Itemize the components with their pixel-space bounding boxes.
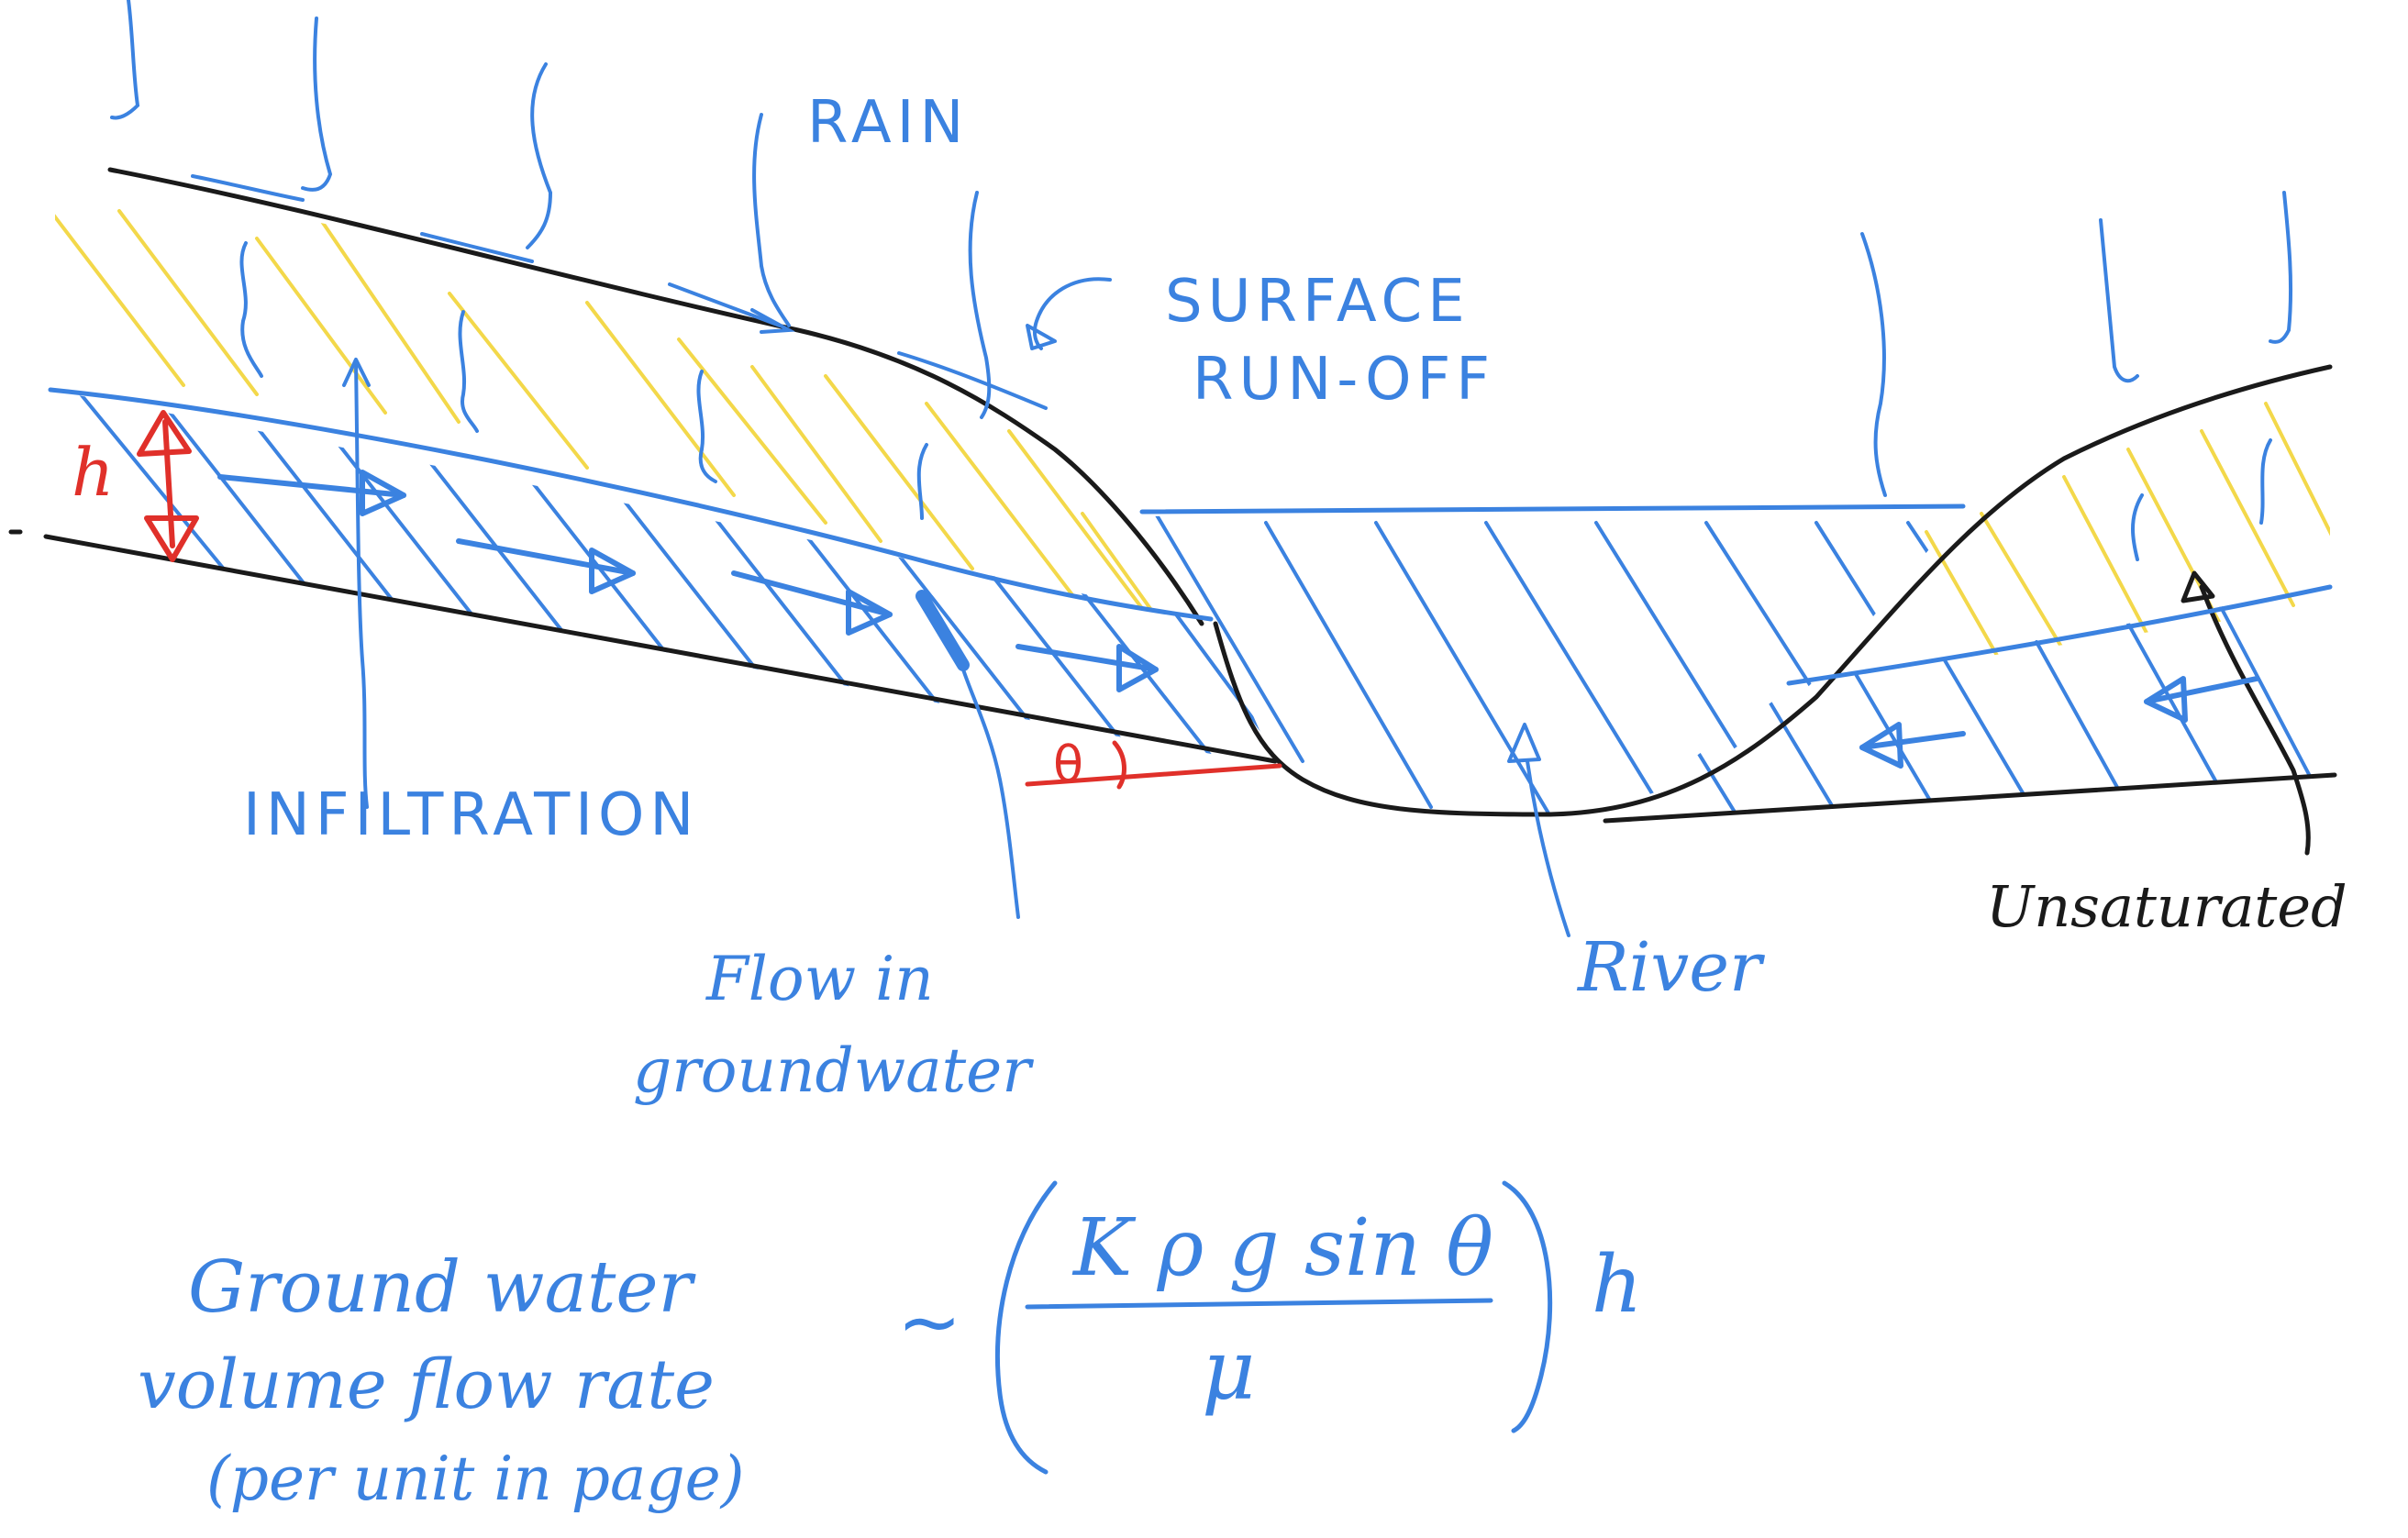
- equation-relation: ~: [897, 1277, 961, 1366]
- bedrock-right: [1603, 772, 2337, 824]
- flow-in-groundwater-label-line2: groundwater: [633, 1035, 1034, 1106]
- rain-streak: [301, 17, 333, 192]
- river-pointer: [1507, 723, 1570, 937]
- rain-streak: [968, 191, 992, 419]
- bedrock-left: [43, 534, 1278, 764]
- river-label: River: [1576, 928, 1766, 1007]
- h-thickness-indicator: [137, 410, 199, 562]
- infiltration-squiggle: [458, 310, 479, 433]
- runoff-streak: [897, 351, 1048, 410]
- h-arrow-down: [144, 515, 199, 562]
- rain-streaks: [110, 0, 2293, 561]
- ground-surface-right: [1548, 364, 2333, 817]
- infiltration-squiggle: [239, 241, 263, 378]
- rain-streak: [2099, 218, 2139, 383]
- infiltration-squiggle: [2131, 493, 2144, 561]
- saturated-zone-left-hatch: [72, 390, 1275, 766]
- rain-streak: [2269, 191, 2293, 344]
- unsaturated-zone-right-hatch: [1925, 402, 2330, 662]
- flow-arrow: [731, 570, 893, 636]
- equation-numerator: K ρ g sin θ: [1071, 1202, 1493, 1294]
- groundwater-flow-arrows-left: [217, 470, 1159, 692]
- saturated-zone-right-hatch: [1668, 603, 2314, 821]
- equation-factor: h: [1592, 1239, 1642, 1331]
- theta-angle: [1025, 740, 1282, 790]
- unsaturated-label: Unsaturated: [1986, 873, 2347, 940]
- flow-arrow: [1859, 722, 1966, 769]
- rain-streak: [110, 0, 140, 120]
- rain-streak: [526, 62, 553, 249]
- equation-lhs-line3: (per unit in page): [206, 1444, 744, 1514]
- rain-streak: [752, 113, 791, 327]
- surface-runoff-pointer: [1026, 277, 1112, 350]
- equation-denominator: μ: [1202, 1322, 1256, 1419]
- h-label: h: [72, 434, 114, 511]
- flow-in-groundwater-pointer: [915, 590, 1020, 919]
- theta-label: θ: [1053, 736, 1083, 793]
- flow-arrow: [1015, 644, 1159, 692]
- flow-arrow: [217, 470, 406, 516]
- unsaturated-pointer-arrowhead: [2181, 570, 2215, 603]
- water-table-left: [48, 387, 1214, 622]
- surface-runoff-streaks: [191, 174, 1048, 410]
- surface-runoff-label-line2: RUN-OFF: [1193, 346, 1495, 414]
- riverbed: [1213, 621, 1553, 817]
- infiltration-arrow: [342, 358, 371, 809]
- rain-label: RAIN: [807, 89, 969, 157]
- infiltration-label: INFILTRATION: [243, 781, 699, 849]
- infiltration-squiggle: [916, 443, 928, 520]
- runoff-streak: [191, 174, 305, 202]
- runoff-streak: [668, 282, 782, 327]
- unsaturated-zone-left-hatch: [55, 209, 1176, 624]
- equation-fraction-bar: [1025, 1298, 1493, 1310]
- equation-lhs-line2: volume flow rate: [138, 1345, 715, 1424]
- equation-lhs-line1: Ground water: [188, 1246, 697, 1329]
- terrain-outline: [8, 167, 2337, 856]
- water-table-right: [1786, 584, 2333, 686]
- runoff-streak: [420, 232, 534, 263]
- h-arrow-up: [137, 410, 192, 457]
- surface-runoff-label-line1: SURFACE: [1165, 268, 1470, 336]
- equation: Ground water volume flow rate (per unit …: [138, 1180, 1642, 1514]
- flow-arrow: [456, 538, 636, 594]
- equation-right-paren: [1502, 1180, 1553, 1433]
- infiltration-squiggle: [696, 370, 717, 483]
- river-surface: [1139, 503, 1966, 515]
- water-lines: [48, 387, 2333, 686]
- rain-streak: [1860, 232, 1887, 497]
- groundwater-flow-arrows-right: [1859, 676, 2259, 769]
- runoff-arrow: [750, 308, 795, 334]
- unsaturated-pointer-line: [2199, 584, 2311, 856]
- flow-in-groundwater-label-line1: Flow in: [705, 944, 934, 1014]
- infiltration-squiggle: [2259, 438, 2272, 525]
- flow-arrow: [2144, 676, 2259, 723]
- ground-surface-left: [107, 167, 1204, 626]
- equation-left-paren: [995, 1180, 1058, 1475]
